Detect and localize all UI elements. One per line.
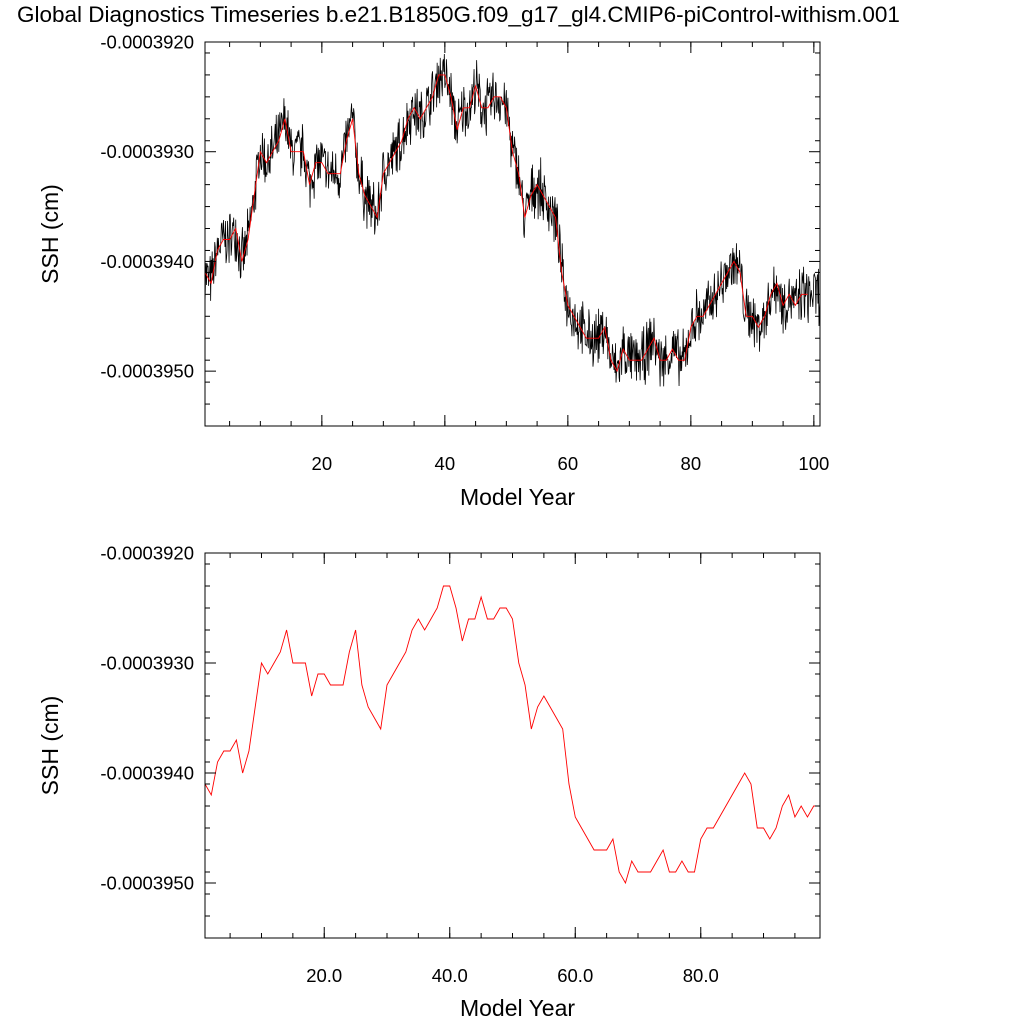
y-tick-label: -0.0003940 — [100, 251, 194, 272]
x-tick-label: 60 — [558, 453, 579, 474]
y-axis-label: SSH (cm) — [37, 696, 63, 796]
y-tick-label: -0.0003920 — [100, 32, 194, 53]
x-tick-label: 40.0 — [432, 965, 468, 986]
y-tick-label: -0.0003940 — [100, 763, 194, 784]
plot-frame — [204, 41, 821, 427]
series-line-annual-mean — [205, 74, 808, 373]
x-tick-label: 40 — [435, 453, 456, 474]
x-tick-label: 80 — [681, 453, 702, 474]
x-axis-label: Model Year — [460, 484, 575, 510]
series-line-monthly — [205, 53, 820, 387]
figure-title: Global Diagnostics Timeseries b.e21.B185… — [17, 2, 900, 27]
x-tick-label: 60.0 — [557, 965, 593, 986]
y-tick-label: -0.0003930 — [100, 653, 194, 674]
plot-area — [205, 585, 820, 885]
axis-ticks — [205, 41, 820, 427]
x-tick-label: 20 — [312, 453, 333, 474]
y-tick-label: -0.0003950 — [100, 873, 194, 894]
plot-frame — [204, 552, 821, 939]
top-timeseries-panel: 20 40 60 80 100 -0.0003920 -0.0003930 -0.000394… — [37, 32, 829, 511]
x-tick-label: 80.0 — [683, 965, 719, 986]
y-tick-label: -0.0003920 — [100, 543, 194, 564]
bottom-timeseries-panel: 20.0 40.0 60.0 80.0 -0.0003920 -0.0003930 -0.0… — [37, 543, 821, 1021]
axis-ticks — [205, 552, 820, 939]
plot-area — [205, 53, 820, 387]
y-tick-label: -0.0003930 — [100, 141, 194, 162]
y-axis-label: SSH (cm) — [37, 184, 63, 284]
x-axis-label: Model Year — [460, 995, 575, 1021]
x-tick-label: 20.0 — [306, 965, 342, 986]
y-tick-label: -0.0003950 — [100, 361, 194, 382]
series-line-annual-mean — [205, 585, 820, 885]
x-tick-label: 100 — [798, 453, 829, 474]
